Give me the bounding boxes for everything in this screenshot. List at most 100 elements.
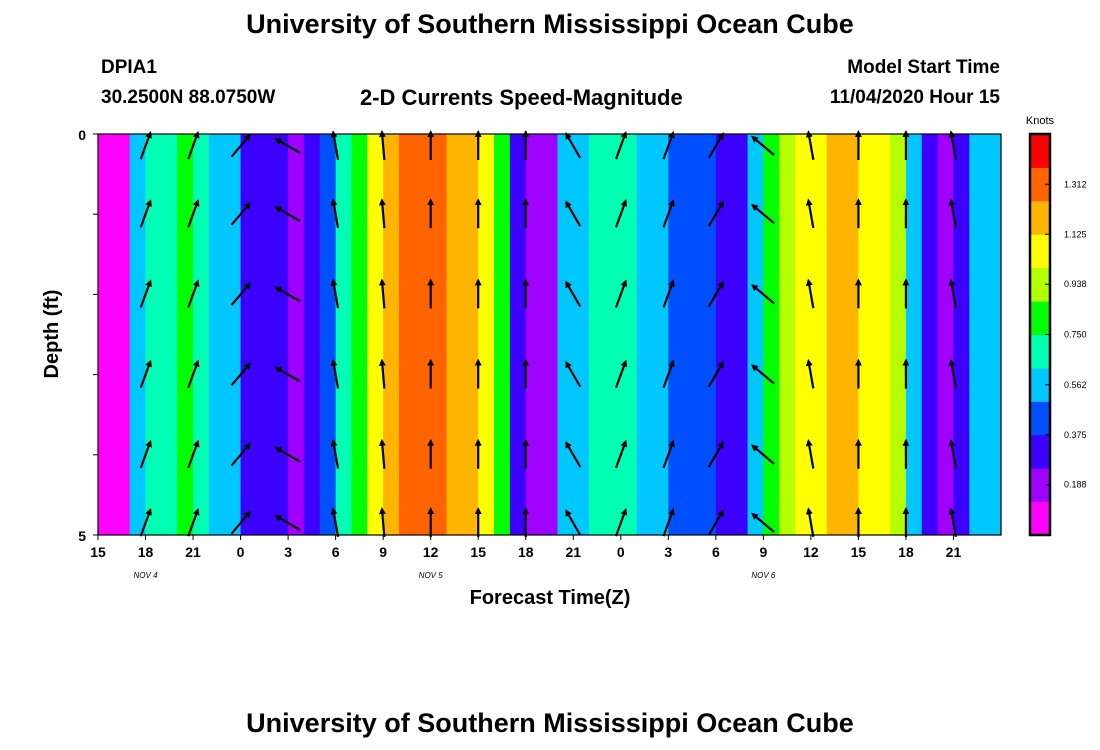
current-vector [805,278,815,309]
current-vector [378,130,386,161]
x-date-label: NOV 5 [419,571,444,580]
colorbar-swatch [1030,167,1050,202]
heat-cell [399,134,416,535]
current-vector [948,358,957,389]
heat-cell [288,134,305,535]
current-vector [805,198,815,229]
y-tick-label: 5 [78,528,86,544]
heat-cell [208,134,226,535]
current-vector [187,130,200,160]
x-tick-label: 3 [284,544,292,560]
heat-cell [810,134,828,535]
heat-cell [145,134,162,535]
current-vector [614,359,628,389]
current-vector [707,200,724,227]
heat-cell [414,134,432,535]
x-tick-label: 18 [518,544,534,560]
current-vector [948,439,957,469]
colorbar-swatch [1030,234,1050,269]
current-vector [330,278,340,309]
x-date-label: NOV 4 [134,571,159,580]
current-vector [139,507,152,537]
current-vector [565,509,582,536]
current-vector [187,359,200,389]
heat-cell [715,134,733,535]
heat-cell [826,134,844,535]
current-vector [805,130,815,160]
colorbar-swatch [1030,134,1050,168]
colorbar-swatch [1030,501,1050,536]
current-vector [274,138,301,154]
heat-cell [795,134,812,535]
current-vector [230,362,251,387]
current-vector [662,507,675,537]
heat-cell [319,134,337,535]
colorbar-swatch [1030,334,1050,369]
current-vector [230,282,251,306]
colorbar-tick-label: 0.188 [1064,480,1087,490]
colorbar: Knots 1.312 1.125 0.938 0.750 0.562 0.375 0.188 [1026,115,1087,537]
heat-cell [525,134,543,535]
model-start-label: Model Start Time [847,57,1000,78]
current-vector [330,198,340,229]
current-vector [707,509,724,536]
x-tick-label: 0 [237,544,245,560]
heat-cell [969,134,986,535]
current-vector [751,444,775,465]
heat-cell [842,134,859,535]
model-start-value: 11/04/2020 Hour 15 [829,87,1000,108]
colorbar-swatch [1030,434,1050,469]
heat-cell [684,134,701,535]
current-vector [707,280,724,308]
x-tick-label: 6 [332,544,340,560]
heat-cell [858,134,875,535]
x-tick-label: 21 [946,544,962,560]
heat-cell [937,134,954,535]
heat-cell [985,134,1002,535]
current-vector [948,278,957,309]
current-vector [565,200,582,227]
colorbar-tick-label: 0.562 [1064,380,1087,390]
colorbar-unit: Knots [1026,115,1055,127]
current-vectors [139,130,957,538]
heat-cell [224,134,242,535]
heat-cell [446,134,463,535]
current-vector [274,366,301,383]
current-vector [274,286,301,303]
current-vector [662,279,675,308]
current-vector [274,515,301,531]
current-vector [614,439,628,469]
heat-cell [541,134,558,535]
current-vector [274,206,301,223]
x-tick-label: 15 [851,544,867,560]
current-vector [751,203,775,225]
heat-cell [98,134,115,535]
heatmap-layer [98,134,1002,535]
colorbar-swatch [1030,267,1050,302]
heat-cell [240,134,257,535]
y-tick-label: 0 [78,127,86,143]
x-tick-label: 3 [664,544,672,560]
heat-cell [383,134,400,535]
current-vector [139,279,152,308]
x-tick-label: 15 [90,544,106,560]
heat-cell [303,134,321,535]
plot-frame [97,133,1002,536]
heat-cell [177,134,194,535]
current-vector [614,507,628,537]
heat-cell [747,134,764,535]
current-vector [378,438,386,469]
heat-cell [494,134,511,535]
current-vector [614,199,628,228]
current-vector [565,132,582,159]
heat-cell [351,134,368,535]
heat-cell [335,134,352,535]
colorbar-swatch [1030,367,1050,402]
current-vector [565,360,582,388]
x-tick-label: 9 [379,544,387,560]
current-vector [707,360,724,388]
heat-cell [462,134,479,535]
current-vector [139,359,152,389]
colorbar-tick-label: 0.375 [1064,430,1087,440]
